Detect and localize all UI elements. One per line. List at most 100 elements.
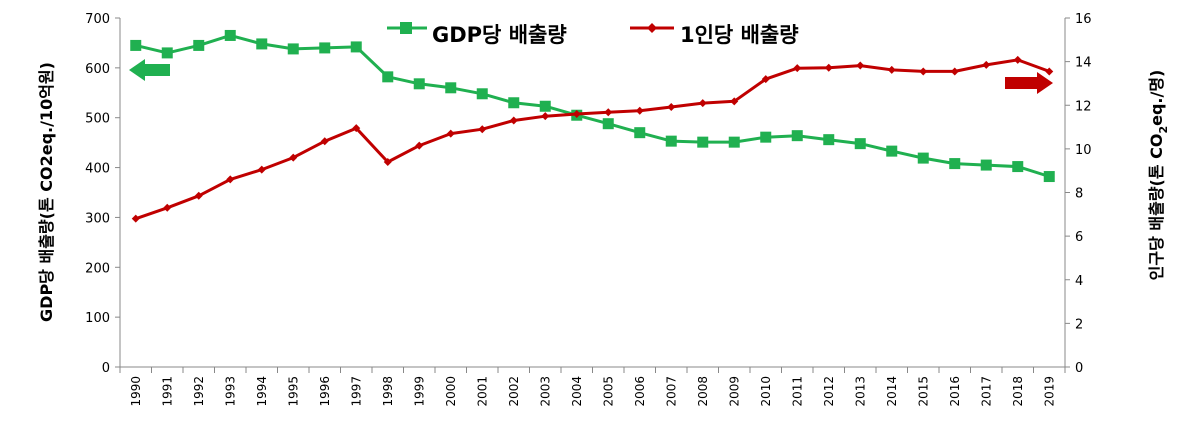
data-point	[287, 43, 299, 55]
data-point	[508, 97, 520, 109]
data-point	[352, 124, 361, 133]
data-point	[1043, 171, 1055, 183]
x-tick-label: 2017	[979, 376, 993, 407]
data-point	[413, 78, 425, 90]
data-point	[949, 158, 961, 170]
data-point	[539, 100, 551, 112]
data-point	[161, 47, 173, 59]
data-point	[634, 127, 646, 139]
data-point	[698, 99, 707, 108]
data-point	[760, 131, 772, 143]
data-point	[665, 135, 677, 147]
data-point	[980, 159, 992, 171]
series-0	[130, 29, 1055, 183]
x-tick-label: 2016	[948, 376, 962, 407]
left-y-tick-label: 0	[102, 361, 110, 376]
data-point	[256, 38, 268, 50]
data-point	[320, 137, 329, 146]
data-point	[854, 138, 866, 150]
right-y-axis-title-pre: 인구당 배출량(톤 CO	[1147, 134, 1166, 281]
data-point	[478, 125, 487, 134]
right-y-axis-title-sub: 2	[1157, 126, 1170, 134]
series-line	[135, 58, 1050, 221]
right-y-tick-label: 0	[1075, 361, 1083, 376]
x-tick-label: 2004	[570, 376, 584, 407]
data-point	[728, 136, 740, 148]
x-tick-label: 2013	[853, 376, 867, 407]
x-tick-label: 2012	[822, 376, 836, 407]
data-point	[350, 41, 362, 53]
left-axis-arrow-icon	[129, 59, 170, 81]
data-point	[793, 64, 802, 73]
x-tick-label: 2002	[507, 376, 521, 407]
x-tick-label: 1990	[129, 376, 143, 407]
legend-gdp-label: GDP당 배출량	[432, 23, 567, 47]
right-y-tick-label: 6	[1075, 230, 1083, 245]
right-y-axis-title-post: eq./명)	[1147, 70, 1166, 126]
data-point	[667, 102, 676, 111]
x-tick-label: 1998	[381, 376, 395, 407]
data-point	[730, 97, 739, 106]
data-point	[635, 106, 644, 115]
left-y-tick-label: 500	[85, 112, 110, 127]
x-tick-label: 2010	[759, 376, 773, 407]
left-y-ticks: 0 100 200 300 400 500 600 700	[85, 12, 120, 376]
right-y-tick-label: 4	[1075, 274, 1083, 289]
x-tick-label: 1996	[318, 376, 332, 407]
series-line	[135, 33, 1050, 178]
data-point	[823, 134, 835, 146]
x-tick-label: 1994	[255, 376, 269, 407]
left-y-tick-label: 100	[85, 311, 110, 326]
right-y-tick-label: 2	[1075, 317, 1083, 332]
data-point	[950, 67, 959, 76]
data-point	[604, 108, 613, 117]
x-tick-label: 2008	[696, 376, 710, 407]
data-point	[1012, 161, 1024, 173]
x-tick-label: 2019	[1042, 376, 1056, 407]
data-point	[382, 71, 394, 83]
legend: GDP당 배출량 1인당 배출량	[387, 22, 799, 47]
data-point	[761, 75, 770, 84]
x-tick-label: 2001	[475, 376, 489, 407]
data-point	[130, 39, 142, 51]
x-tick-label: 2003	[538, 376, 552, 407]
left-y-tick-label: 700	[85, 12, 110, 27]
x-tick-label: 2006	[633, 376, 647, 407]
right-y-tick-label: 10	[1075, 143, 1092, 158]
x-tick-label: 2018	[1011, 376, 1025, 407]
data-point	[383, 157, 392, 166]
data-point	[446, 129, 455, 138]
right-y-tick-label: 16	[1075, 12, 1092, 27]
data-point	[319, 42, 331, 54]
data-point	[224, 29, 236, 41]
right-y-tick-label: 8	[1075, 187, 1083, 202]
data-point	[791, 130, 803, 142]
data-point	[856, 61, 865, 70]
x-tick-label: 2014	[885, 376, 899, 407]
legend-item-per-capita: 1인당 배출량	[630, 23, 799, 47]
data-point	[257, 165, 266, 174]
data-point	[1045, 67, 1054, 76]
left-y-axis-title: GDP당 배출량(톤 CO2eq./10억원)	[37, 62, 56, 322]
x-tick-label: 2000	[444, 376, 458, 407]
data-point	[917, 152, 929, 164]
x-tick-label: 2009	[727, 376, 741, 407]
data-point	[541, 112, 550, 121]
x-tick-label: 1992	[192, 376, 206, 407]
data-point	[476, 88, 488, 100]
data-point	[131, 214, 140, 223]
left-y-tick-label: 200	[85, 261, 110, 276]
right-y-axis-title: 인구당 배출량(톤 CO2eq./명)	[1147, 70, 1170, 281]
data-point	[824, 63, 833, 72]
left-y-tick-label: 400	[85, 162, 110, 177]
data-point	[1013, 55, 1022, 64]
x-tick-label: 2011	[790, 376, 804, 407]
data-point	[445, 82, 457, 94]
data-point	[982, 60, 991, 69]
data-point	[602, 118, 614, 130]
data-point	[226, 175, 235, 184]
left-y-tick-label: 300	[85, 211, 110, 226]
data-point	[163, 203, 172, 212]
series	[130, 29, 1055, 223]
